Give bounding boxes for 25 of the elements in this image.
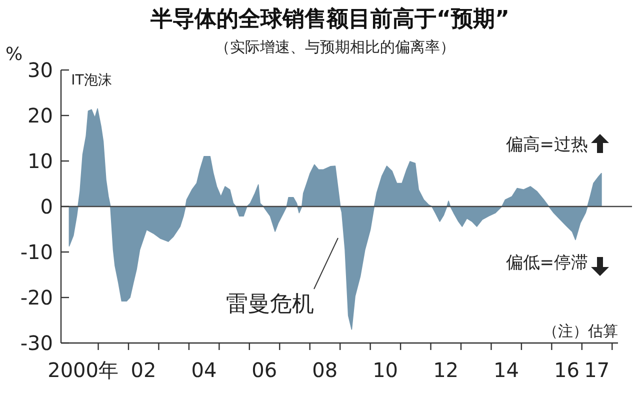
x-tick-label: 17 bbox=[584, 358, 610, 382]
x-tick-label: 16 bbox=[554, 358, 580, 382]
x-tick-label: 04 bbox=[191, 358, 217, 382]
x-tick-label: 12 bbox=[433, 358, 459, 382]
annotation: IT泡沫 bbox=[71, 72, 112, 89]
x-tick-label: 06 bbox=[252, 358, 278, 382]
x-tick-label: 02 bbox=[130, 358, 156, 382]
y-tick-label: 30 bbox=[28, 58, 53, 82]
x-tick-label: 10 bbox=[372, 358, 398, 382]
annotation: （注）估算 bbox=[543, 322, 618, 340]
y-axis-title: % bbox=[5, 44, 23, 65]
chart-subtitle: （实际增速、与预期相比的偏离率） bbox=[215, 38, 455, 56]
y-tick-label: -10 bbox=[20, 240, 53, 264]
y-tick-label: 10 bbox=[28, 149, 53, 173]
chart-title: 半导体的全球销售额目前高于“预期” bbox=[150, 6, 510, 32]
annotation: 雷曼危机 bbox=[226, 292, 314, 317]
y-tick-label: -20 bbox=[20, 286, 53, 310]
x-tick-label: 2000年 bbox=[48, 358, 119, 382]
y-tick-label: -30 bbox=[20, 331, 53, 355]
y-tick-label: 0 bbox=[40, 194, 53, 218]
annotation: 偏高=过热 bbox=[506, 135, 588, 155]
x-tick-label: 14 bbox=[493, 358, 519, 382]
x-tick-label: 08 bbox=[312, 358, 338, 382]
y-tick-label: 20 bbox=[28, 104, 53, 128]
annotation: 偏低=停滞 bbox=[506, 253, 588, 273]
